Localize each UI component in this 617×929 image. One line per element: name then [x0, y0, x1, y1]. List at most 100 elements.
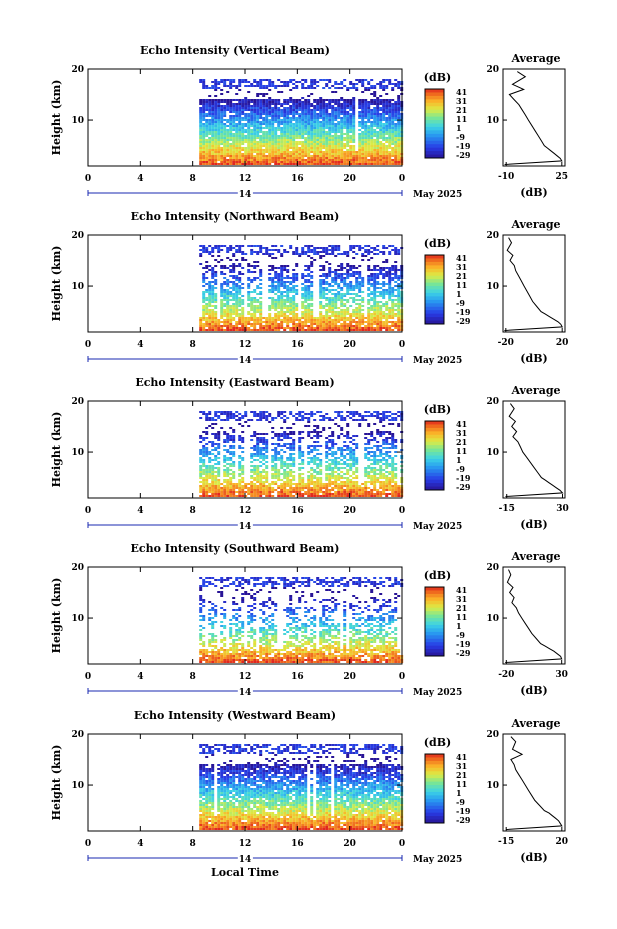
- heatmap-cell: [343, 309, 347, 311]
- heatmap-cell: [262, 483, 266, 485]
- heatmap-cell: [268, 147, 272, 149]
- heatmap-cell: [220, 321, 224, 323]
- heatmap-cell: [214, 155, 218, 157]
- heatmap-cell: [211, 281, 215, 283]
- heatmap-cell: [382, 289, 386, 291]
- colorbar-swatch: [425, 144, 444, 149]
- heatmap-cell: [205, 317, 209, 319]
- heatmap-cell: [229, 151, 233, 153]
- heatmap-cell: [385, 305, 389, 307]
- heatmap-cell: [334, 323, 338, 325]
- heatmap-cell: [223, 441, 227, 443]
- heatmap-cell: [199, 79, 203, 81]
- heatmap-cell: [331, 123, 335, 125]
- heatmap-cell: [253, 297, 257, 299]
- heatmap-cell: [364, 111, 368, 113]
- heatmap-cell: [391, 265, 395, 267]
- heatmap-cell: [358, 289, 362, 291]
- heatmap-cell: [397, 85, 401, 87]
- heatmap-cell: [247, 113, 251, 115]
- heatmap-cell: [259, 439, 263, 441]
- heatmap-cell: [226, 137, 230, 139]
- heatmap-cell: [244, 109, 248, 111]
- heatmap-cell: [259, 323, 263, 325]
- heatmap-cell: [199, 121, 203, 123]
- heatmap-cell: [202, 329, 206, 331]
- heatmap-cell: [292, 311, 296, 313]
- heatmap-cell: [247, 125, 251, 127]
- heatmap-cell: [256, 323, 260, 325]
- heatmap-cell: [223, 149, 227, 151]
- heatmap-cell: [241, 107, 245, 109]
- heatmap-cell: [241, 135, 245, 137]
- heatmap-cell: [334, 115, 338, 117]
- heatmap-cell: [217, 447, 221, 449]
- heatmap-cell: [271, 327, 275, 329]
- heatmap-cell: [262, 135, 266, 137]
- heatmap-cell: [286, 299, 290, 301]
- heatmap-cell: [343, 267, 347, 269]
- heatmap-cell: [313, 253, 317, 255]
- heatmap-cell: [268, 495, 272, 497]
- heatmap-cell: [268, 265, 272, 267]
- heatmap-cell: [205, 271, 209, 273]
- heatmap-cell: [325, 163, 329, 165]
- heatmap-cell: [382, 311, 386, 313]
- heatmap-cell: [307, 107, 311, 109]
- heatmap-cell: [202, 109, 206, 111]
- heatmap-cell: [211, 247, 215, 249]
- heatmap-cell: [340, 279, 344, 281]
- heatmap-cell: [283, 433, 287, 435]
- colorbar-swatch: [425, 133, 444, 138]
- heatmap-cell: [334, 133, 338, 135]
- heatmap-cell: [283, 99, 287, 101]
- heatmap-cell: [235, 275, 239, 277]
- heatmap-cell: [304, 115, 308, 117]
- heatmap-cell: [205, 121, 209, 123]
- heatmap-cell: [256, 445, 260, 447]
- heatmap-cell: [385, 157, 389, 159]
- heatmap-cell: [358, 121, 362, 123]
- heatmap-cell: [265, 481, 269, 483]
- heatmap-cell: [244, 147, 248, 149]
- heatmap-cell: [376, 147, 380, 149]
- heatmap-cell: [322, 107, 326, 109]
- heatmap-cell: [289, 459, 293, 461]
- heatmap-cell: [253, 309, 257, 311]
- heatmap-cell: [253, 447, 257, 449]
- heatmap-cell: [238, 315, 242, 317]
- heatmap-cell: [226, 139, 230, 141]
- heatmap-cell: [298, 447, 302, 449]
- heatmap-cell: [295, 313, 299, 315]
- heatmap-cell: [232, 81, 236, 83]
- heatmap-cell: [262, 133, 266, 135]
- heatmap-cell: [268, 83, 272, 85]
- heatmap-cell: [211, 159, 215, 161]
- heatmap-cell: [379, 311, 383, 313]
- heatmap-cell: [283, 415, 287, 417]
- heatmap-cell: [229, 125, 233, 127]
- heatmap-cell: [304, 269, 308, 271]
- heatmap-cell: [223, 273, 227, 275]
- heatmap-cell: [214, 435, 218, 437]
- heatmap-cell: [280, 435, 284, 437]
- heatmap-cell: [238, 305, 242, 307]
- heatmap-cell: [307, 279, 311, 281]
- heatmap-cell: [388, 135, 392, 137]
- heatmap-cell: [253, 445, 257, 447]
- heatmap-cell: [385, 259, 389, 261]
- heatmap-cell: [355, 293, 359, 295]
- heatmap-cell: [382, 145, 386, 147]
- heatmap-cell: [250, 135, 254, 137]
- heatmap-cell: [247, 305, 251, 307]
- heatmap-cell: [328, 107, 332, 109]
- profile-line: [504, 71, 563, 165]
- heatmap-cell: [232, 295, 236, 297]
- heatmap-cell: [214, 273, 218, 275]
- heatmap-cell: [367, 151, 371, 153]
- heatmap-cell: [268, 297, 272, 299]
- heatmap-cell: [361, 159, 365, 161]
- heatmap-cell: [349, 305, 353, 307]
- heatmap-cell: [292, 145, 296, 147]
- heatmap-cell: [358, 147, 362, 149]
